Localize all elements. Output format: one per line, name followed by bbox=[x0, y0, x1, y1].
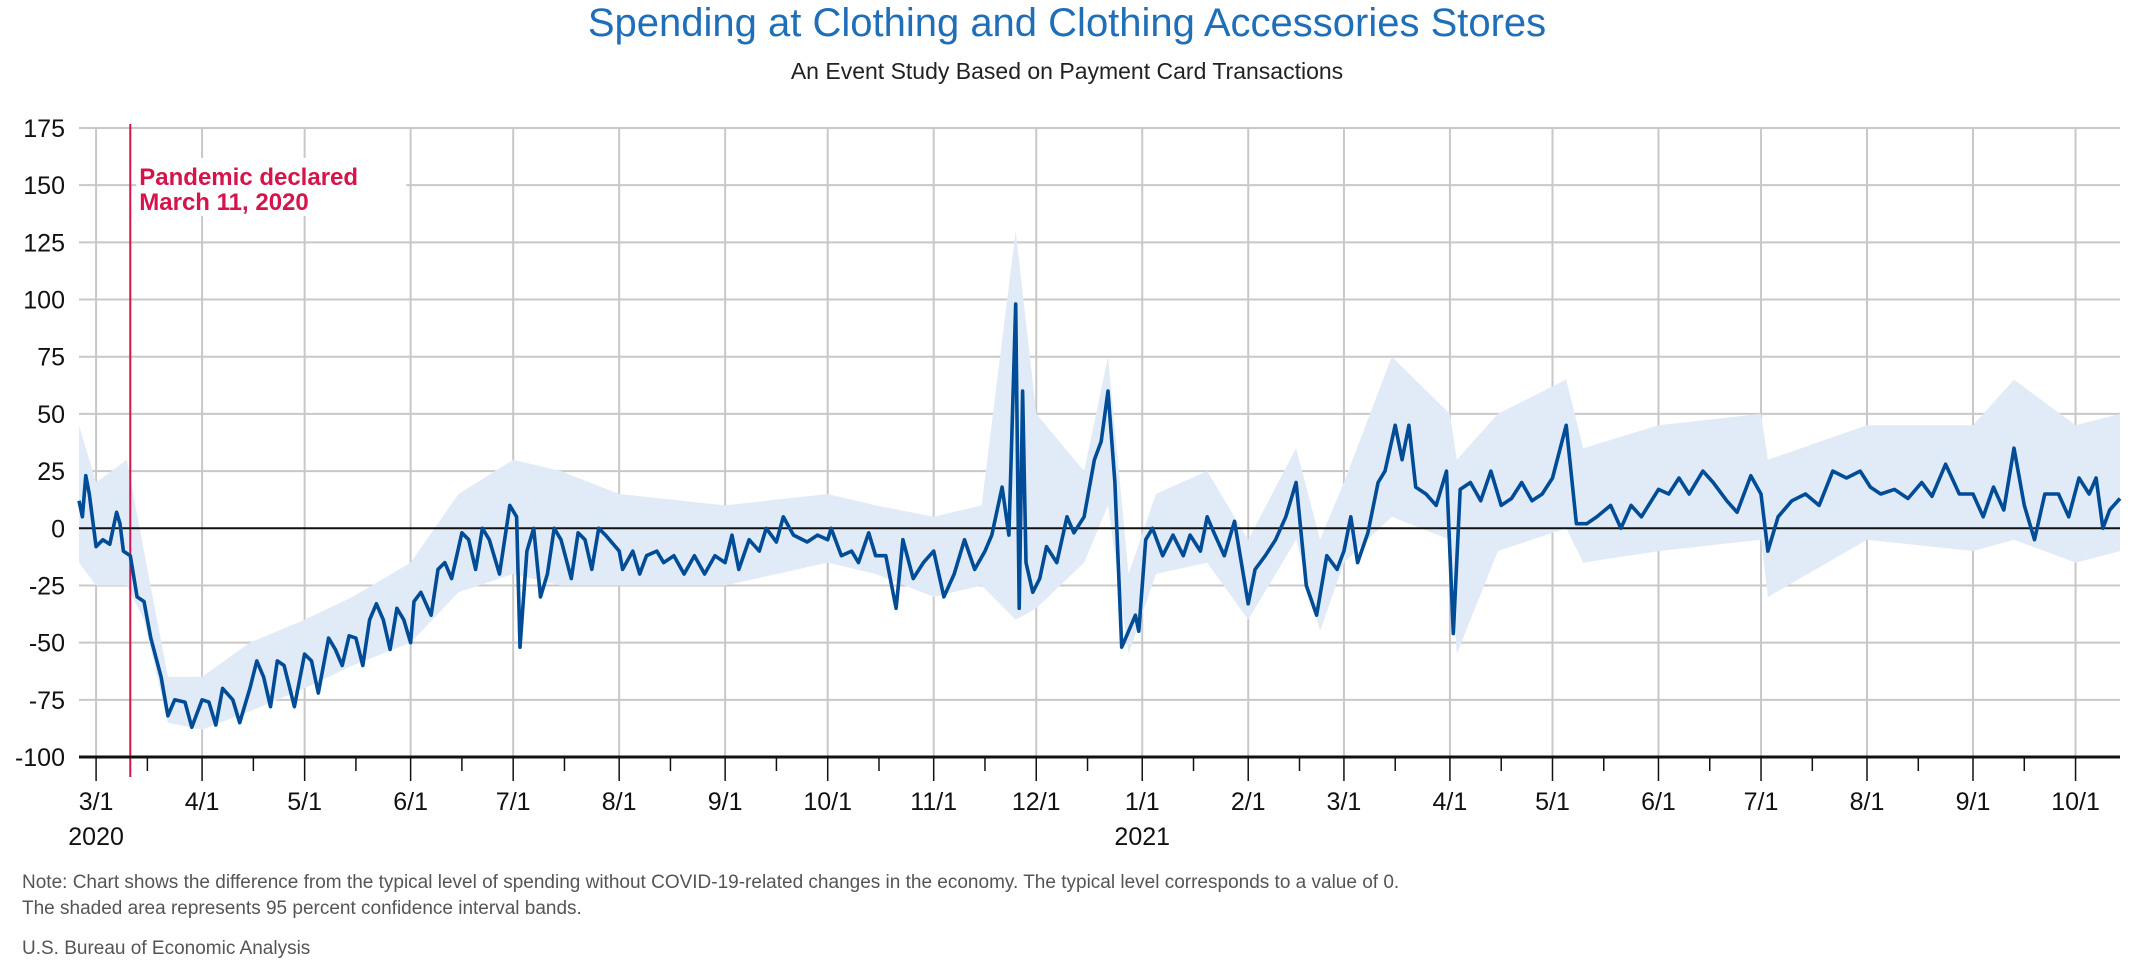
x-tick-label: 3/1 bbox=[1327, 788, 1362, 816]
x-tick-label: 4/1 bbox=[185, 788, 220, 816]
source-label: U.S. Bureau of Economic Analysis bbox=[22, 938, 311, 959]
annotation-line-2: March 11, 2020 bbox=[139, 189, 308, 216]
y-tick-label: 100 bbox=[23, 287, 65, 315]
y-tick-label: 25 bbox=[37, 458, 65, 486]
x-tick-label: 7/1 bbox=[496, 788, 531, 816]
chart-title: Spending at Clothing and Clothing Access… bbox=[587, 1, 1547, 45]
y-tick-label: 75 bbox=[37, 344, 65, 372]
x-tick-label: 10/1 bbox=[803, 788, 852, 816]
x-tick-label: 8/1 bbox=[1850, 788, 1885, 816]
y-tick-label: -25 bbox=[29, 572, 65, 600]
x-tick-label: 8/1 bbox=[602, 788, 637, 816]
x-tick-label: 11/1 bbox=[910, 788, 957, 816]
x-tick-label: 9/1 bbox=[708, 788, 743, 816]
spending-series-line bbox=[77, 302, 2122, 730]
x-tick-label: 12/1 bbox=[1012, 788, 1061, 816]
y-tick-label: 50 bbox=[37, 401, 65, 429]
chart-subtitle: An Event Study Based on Payment Card Tra… bbox=[790, 58, 1344, 84]
note-line-2: The shaded area represents 95 percent co… bbox=[22, 898, 582, 919]
y-tick-label: -100 bbox=[15, 744, 65, 772]
x-tick-label: 7/1 bbox=[1744, 788, 1779, 816]
y-tick-label: -75 bbox=[29, 687, 65, 715]
y-tick-label: -50 bbox=[29, 630, 65, 658]
x-tick-label: 6/1 bbox=[1641, 788, 1676, 816]
x-tick-label: 10/1 bbox=[2051, 788, 2100, 816]
x-year-label: 2021 bbox=[1114, 823, 1170, 851]
y-tick-label: 125 bbox=[23, 229, 65, 257]
x-tick-label: 3/1 bbox=[79, 788, 114, 816]
x-tick-label: 1/1 bbox=[1125, 788, 1160, 816]
annotation-background bbox=[136, 158, 407, 216]
x-tick-label: 6/1 bbox=[393, 788, 428, 816]
y-tick-label: 0 bbox=[51, 515, 65, 543]
y-tick-label: 150 bbox=[23, 172, 65, 200]
note-line-1: Note: Chart shows the difference from th… bbox=[22, 872, 1400, 893]
axes: 175 150 125 100 75 50 25 0 -25 -50 -75 -100 3/1 2020 4… bbox=[15, 115, 2120, 851]
annotation-line-1: Pandemic declared bbox=[139, 164, 358, 191]
x-year-label: 2020 bbox=[68, 823, 124, 851]
y-tick-label: 175 bbox=[23, 115, 65, 143]
x-tick-label: 5/1 bbox=[1535, 788, 1570, 816]
confidence-band bbox=[79, 230, 2120, 730]
x-tick-label: 9/1 bbox=[1956, 788, 1991, 816]
x-tick-label: 4/1 bbox=[1433, 788, 1468, 816]
x-tick-label: 2/1 bbox=[1231, 788, 1266, 816]
x-tick-label: 5/1 bbox=[287, 788, 322, 816]
